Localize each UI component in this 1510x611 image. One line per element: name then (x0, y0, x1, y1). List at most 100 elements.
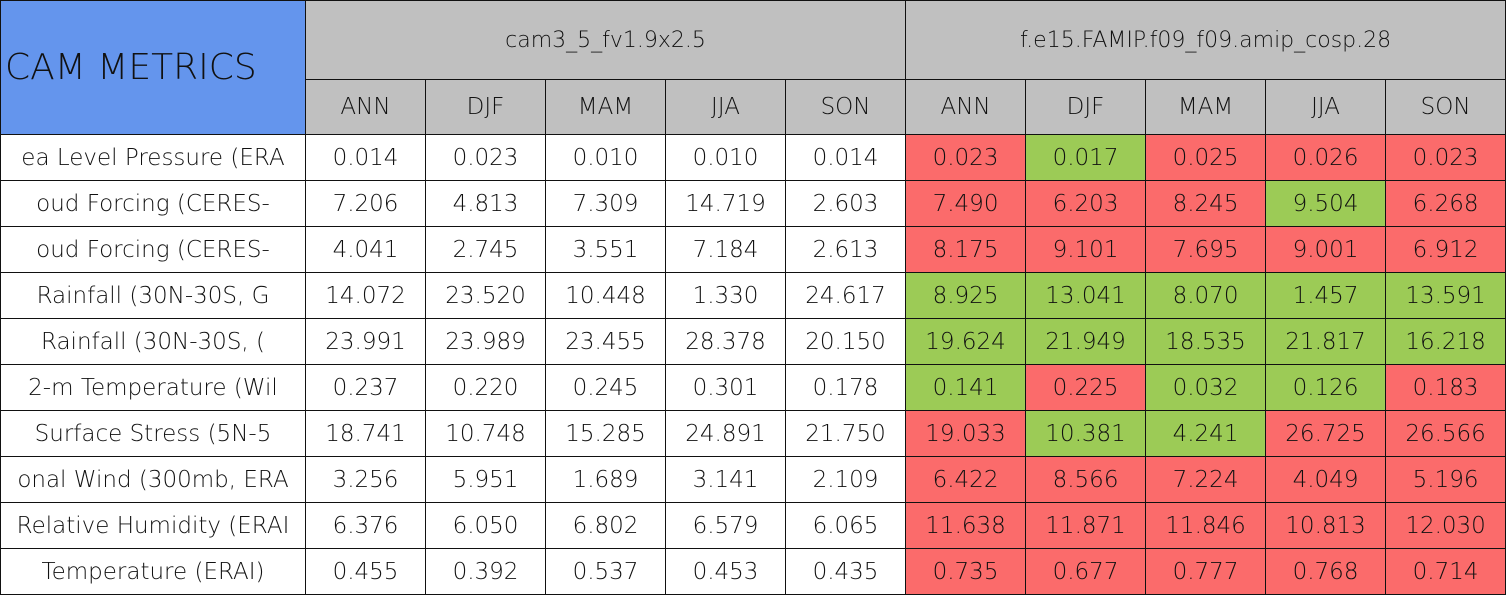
season-header: DJF (1025, 79, 1147, 135)
value-cell: 9.001 (1265, 226, 1387, 273)
row-label: Relative Humidity (ERAI (0, 502, 306, 549)
model-header: cam3_5_fv1.9x2.5 (304, 0, 907, 80)
value-cell: 21.750 (784, 410, 907, 457)
value-cell: 0.777 (1145, 548, 1267, 595)
value-cell: 11.871 (1025, 502, 1147, 549)
value-cell: 23.455 (545, 318, 666, 365)
value-cell: 10.381 (1025, 410, 1147, 457)
value-cell: 0.014 (784, 134, 907, 181)
data-row: oud Forcing (CERES- 7.206 4.813 7.309 14.719… (0, 180, 1507, 227)
season-header: ANN (905, 79, 1027, 135)
value-cell: 7.206 (305, 180, 426, 227)
data-row: Rainfall (30N-30S, G 14.072 23.520 10.448 1.… (0, 272, 1507, 319)
value-cell: 0.023 (1385, 134, 1507, 181)
value-cell: 2.745 (425, 226, 546, 273)
value-cell: 21.949 (1025, 318, 1147, 365)
data-row: ea Level Pressure (ERA 0.014 0.023 0.010 0.0… (0, 134, 1507, 181)
value-cell: 16.218 (1385, 318, 1507, 365)
value-cell: 23.989 (425, 318, 546, 365)
data-row: oud Forcing (CERES- 4.041 2.745 3.551 7.184 2… (0, 226, 1507, 273)
value-cell: 19.033 (905, 410, 1027, 457)
value-cell: 3.141 (665, 456, 786, 503)
season-row: ANN DJF MAM JJA SON ANN DJF MAM JJA SON (1, 79, 1507, 135)
model-header: f.e15.FAMIP.f09_f09.amip_cosp.28 (905, 0, 1507, 80)
value-cell: 0.225 (1025, 364, 1147, 411)
value-cell: 7.184 (665, 226, 786, 273)
value-cell: 8.925 (905, 272, 1027, 319)
value-cell: 0.183 (1385, 364, 1507, 411)
value-cell: 0.023 (905, 134, 1027, 181)
value-cell: 0.178 (784, 364, 907, 411)
value-cell: 0.010 (665, 134, 786, 181)
value-cell: 28.378 (665, 318, 786, 365)
value-cell: 4.049 (1265, 456, 1387, 503)
value-cell: 0.392 (425, 548, 546, 595)
value-cell: 19.624 (905, 318, 1027, 365)
row-label: Rainfall (30N-30S, G (0, 272, 306, 319)
row-label: oud Forcing (CERES- (0, 226, 306, 273)
value-cell: 11.846 (1145, 502, 1267, 549)
value-cell: 4.241 (1145, 410, 1267, 457)
season-header: DJF (425, 79, 546, 135)
season-header: ANN (305, 79, 426, 135)
value-cell: 10.813 (1265, 502, 1387, 549)
season-header: JJA (1265, 79, 1387, 135)
value-cell: 12.030 (1385, 502, 1507, 549)
value-cell: 0.126 (1265, 364, 1387, 411)
value-cell: 8.175 (905, 226, 1027, 273)
value-cell: 1.330 (665, 272, 786, 319)
value-cell: 0.237 (305, 364, 426, 411)
row-label: Surface Stress (5N-5 (0, 410, 306, 457)
data-row: Rainfall (30N-30S, (23.991 23.989 23.455 28… (0, 318, 1507, 365)
value-cell: 0.220 (425, 364, 546, 411)
row-label: ea Level Pressure (ERA (0, 134, 306, 181)
data-row: Temperature (ERAI) 0.455 0.392 0.537 0.453 0.… (0, 548, 1507, 595)
value-cell: 6.422 (905, 456, 1027, 503)
value-cell: 23.991 (305, 318, 426, 365)
row-label: Rainfall (30N-30S, ( (0, 318, 306, 365)
value-cell: 0.435 (784, 548, 907, 595)
value-cell: 6.579 (665, 502, 786, 549)
value-cell: 24.891 (665, 410, 786, 457)
value-cell: 9.504 (1265, 180, 1387, 227)
value-cell: 10.748 (425, 410, 546, 457)
value-cell: 0.455 (305, 548, 426, 595)
data-row: 2-m Temperature (Wil 0.237 0.220 0.245 0.301… (0, 364, 1507, 411)
value-cell: 18.535 (1145, 318, 1267, 365)
season-header: MAM (545, 79, 666, 135)
season-header: JJA (665, 79, 786, 135)
value-cell: 6.065 (784, 502, 907, 549)
season-header: SON (784, 79, 907, 135)
value-cell: 26.566 (1385, 410, 1507, 457)
value-cell: 1.689 (545, 456, 666, 503)
value-cell: 7.224 (1145, 456, 1267, 503)
value-cell: 9.101 (1025, 226, 1147, 273)
model-row: CAM METRICS cam3_5_fv1.9x2.5 f.e15.FAMIP… (0, 0, 1507, 135)
value-cell: 6.376 (305, 502, 426, 549)
value-cell: 1.457 (1265, 272, 1387, 319)
value-cell: 10.448 (545, 272, 666, 319)
value-cell: 6.912 (1385, 226, 1507, 273)
table-body: CAM METRICS cam3_5_fv1.9x2.5 f.e15.FAMIP… (0, 0, 1507, 595)
value-cell: 14.072 (305, 272, 426, 319)
value-cell: 6.268 (1385, 180, 1507, 227)
data-row: Surface Stress (5N-5 18.741 10.748 15.285 24… (0, 410, 1507, 457)
value-cell: 0.735 (905, 548, 1027, 595)
season-header: SON (1385, 79, 1507, 135)
value-cell: 2.109 (784, 456, 907, 503)
corner-cell: CAM METRICS (0, 0, 306, 135)
value-cell: 0.301 (665, 364, 786, 411)
value-cell: 14.719 (665, 180, 786, 227)
value-cell: 4.813 (425, 180, 546, 227)
value-cell: 13.041 (1025, 272, 1147, 319)
value-cell: 0.032 (1145, 364, 1267, 411)
value-cell: 0.453 (665, 548, 786, 595)
value-cell: 13.591 (1385, 272, 1507, 319)
value-cell: 8.245 (1145, 180, 1267, 227)
value-cell: 0.017 (1025, 134, 1147, 181)
value-cell: 7.309 (545, 180, 666, 227)
value-cell: 20.150 (784, 318, 907, 365)
season-header: MAM (1145, 79, 1267, 135)
row-label: oud Forcing (CERES- (0, 180, 306, 227)
